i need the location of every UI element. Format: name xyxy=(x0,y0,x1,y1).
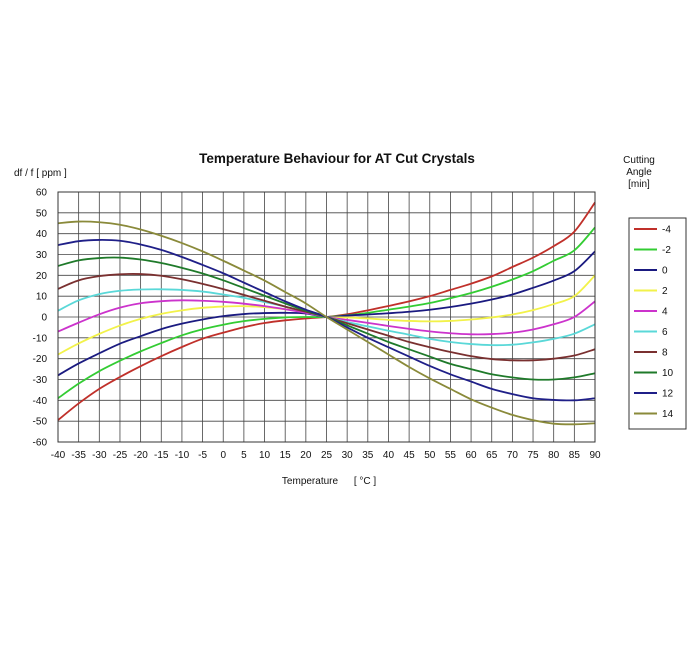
y-tick-label: 10 xyxy=(36,292,48,303)
y-tick-labels: 60 50 40 30 20 10 0 -10 -20 -30 -40 -50 -60 xyxy=(33,188,48,449)
x-tick-label: 35 xyxy=(362,450,374,461)
x-tick-label: -40 xyxy=(51,450,66,461)
x-tick-label: -25 xyxy=(113,450,128,461)
y-tick-label: 60 xyxy=(36,188,48,199)
legend-label: 2 xyxy=(662,286,668,297)
x-axis-unit: [ °C ] xyxy=(354,476,377,487)
y-tick-label: 40 xyxy=(36,229,48,240)
series-line-14 xyxy=(57,220,596,426)
x-tick-label: 0 xyxy=(220,450,226,461)
x-tick-label: -15 xyxy=(154,450,169,461)
legend-label: 10 xyxy=(662,368,674,379)
y-tick-label: -50 xyxy=(33,417,48,428)
x-axis-label: Temperature xyxy=(282,476,339,487)
legend-title-line: Cutting xyxy=(623,155,655,166)
x-tick-label: 25 xyxy=(321,450,333,461)
x-tick-label: 70 xyxy=(507,450,519,461)
plot-area-border xyxy=(57,191,596,443)
y-tick-label: -10 xyxy=(33,333,48,344)
legend-label: -2 xyxy=(662,245,671,256)
x-tick-label: -10 xyxy=(175,450,190,461)
x-tick-labels: -40 -35 -30 -25 -20 -15 -10 -5 0 5 10 15 20 25 30 35 40 4… xyxy=(51,450,601,461)
y-tick-label: -40 xyxy=(33,396,48,407)
x-tick-label: 10 xyxy=(259,450,271,461)
legend-label: 0 xyxy=(662,266,668,277)
legend-title-line: [min] xyxy=(628,179,650,190)
x-tick-label: 45 xyxy=(404,450,416,461)
x-tick-label: 90 xyxy=(589,450,601,461)
legend-label: 6 xyxy=(662,327,668,338)
y-tick-label: 0 xyxy=(41,313,47,324)
x-tick-label: 40 xyxy=(383,450,395,461)
chart-title: Temperature Behaviour for AT Cut Crystal… xyxy=(199,151,475,166)
y-axis-label: df / f [ ppm ] xyxy=(14,168,67,179)
x-tick-label: 20 xyxy=(300,450,312,461)
legend-label: 4 xyxy=(662,307,668,318)
legend-label: 14 xyxy=(662,409,674,420)
legend: -4 -2 0 2 4 6 8 10 12 14 xyxy=(628,217,687,430)
x-tick-label: 75 xyxy=(527,450,539,461)
x-tick-label: -20 xyxy=(133,450,148,461)
x-tick-label: 85 xyxy=(569,450,581,461)
legend-label: 8 xyxy=(662,348,668,359)
legend-label: 12 xyxy=(662,389,674,400)
x-tick-label: 15 xyxy=(280,450,292,461)
x-tick-label: 55 xyxy=(445,450,457,461)
y-tick-label: -60 xyxy=(33,438,48,449)
x-tick-label: 60 xyxy=(466,450,478,461)
x-tick-label: -30 xyxy=(92,450,107,461)
legend-label: -4 xyxy=(662,225,671,236)
y-tick-label: 20 xyxy=(36,271,48,282)
y-tick-label: -30 xyxy=(33,375,48,386)
x-tick-label: 65 xyxy=(486,450,498,461)
x-tick-label: 30 xyxy=(342,450,354,461)
y-tick-label: 30 xyxy=(36,250,48,261)
x-tick-label: 80 xyxy=(548,450,560,461)
y-tick-label: -20 xyxy=(33,354,48,365)
y-tick-label: 50 xyxy=(36,208,48,219)
series-lines xyxy=(57,201,596,426)
x-tick-label: -5 xyxy=(198,450,207,461)
x-tick-label: 5 xyxy=(241,450,247,461)
x-tick-label: -35 xyxy=(71,450,86,461)
x-tick-label: 50 xyxy=(424,450,436,461)
legend-title-line: Angle xyxy=(626,167,652,178)
